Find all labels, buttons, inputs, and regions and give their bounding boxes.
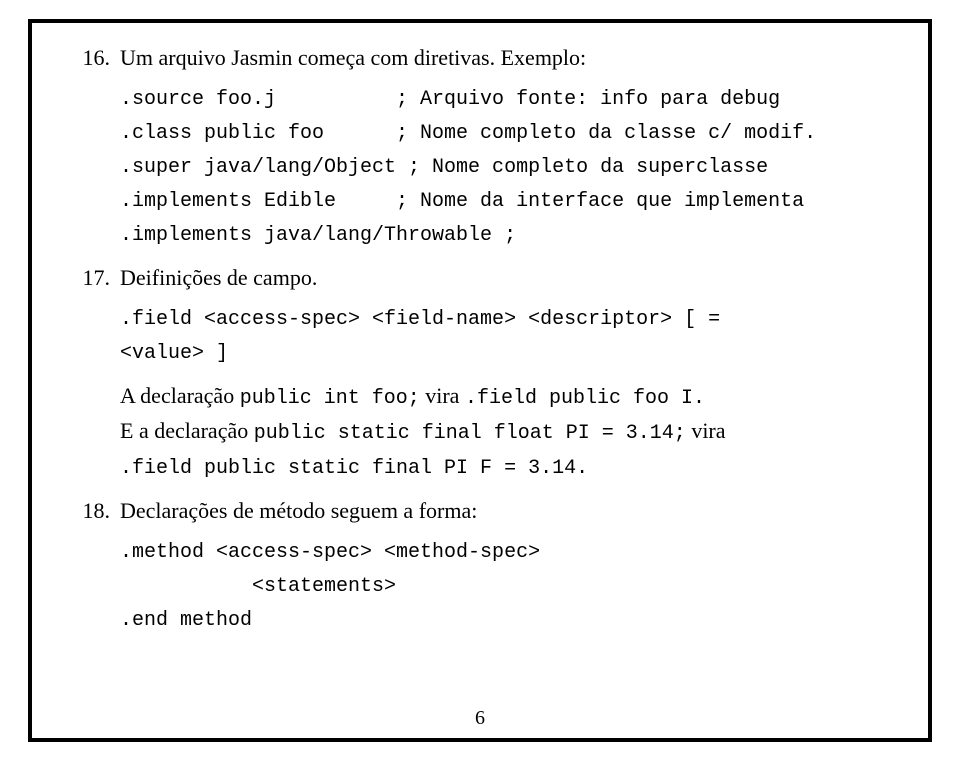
item-paragraph: E a declaração public static final float… <box>120 414 878 449</box>
item-body: Deifinições de campo. .field <access-spe… <box>120 261 878 484</box>
list-item: 18. Declarações de método seguem a forma… <box>82 494 878 528</box>
item-number: 16. <box>82 41 120 75</box>
item-number: 18. <box>82 494 120 528</box>
item-body: Um arquivo Jasmin começa com diretivas. … <box>120 41 878 75</box>
code-block: .method <access-spec> <method-spec> <sta… <box>120 536 878 638</box>
item-intro: Um arquivo Jasmin começa com diretivas. … <box>120 45 586 70</box>
content: 16. Um arquivo Jasmin começa com diretiv… <box>82 41 878 638</box>
list-item: 16. Um arquivo Jasmin começa com diretiv… <box>82 41 878 75</box>
text: vira <box>686 418 726 443</box>
text: A declaração <box>120 383 240 408</box>
text: vira <box>420 383 465 408</box>
list-item: 17. Deifinições de campo. .field <access… <box>82 261 878 484</box>
inline-code: public int foo; <box>240 387 420 410</box>
item-paragraph: A declaração public int foo; vira .field… <box>120 379 878 414</box>
page-number: 6 <box>32 707 928 730</box>
item-intro: Deifinições de campo. <box>120 265 317 290</box>
text: E a declaração <box>120 418 254 443</box>
item-paragraph: .field public static final PI F = 3.14. <box>120 449 878 484</box>
item-intro: Declarações de método seguem a forma: <box>120 498 477 523</box>
item-body: Declarações de método seguem a forma: <box>120 494 878 528</box>
code-block: .field <access-spec> <field-name> <descr… <box>120 303 878 371</box>
page-frame: 16. Um arquivo Jasmin começa com diretiv… <box>28 19 932 742</box>
inline-code: .field public static final PI F = 3.14. <box>120 457 588 480</box>
inline-code: .field public foo I. <box>465 387 705 410</box>
code-block: .source foo.j ; Arquivo fonte: info para… <box>120 83 878 253</box>
item-number: 17. <box>82 261 120 484</box>
inline-code: public static final float PI = 3.14; <box>254 422 686 445</box>
